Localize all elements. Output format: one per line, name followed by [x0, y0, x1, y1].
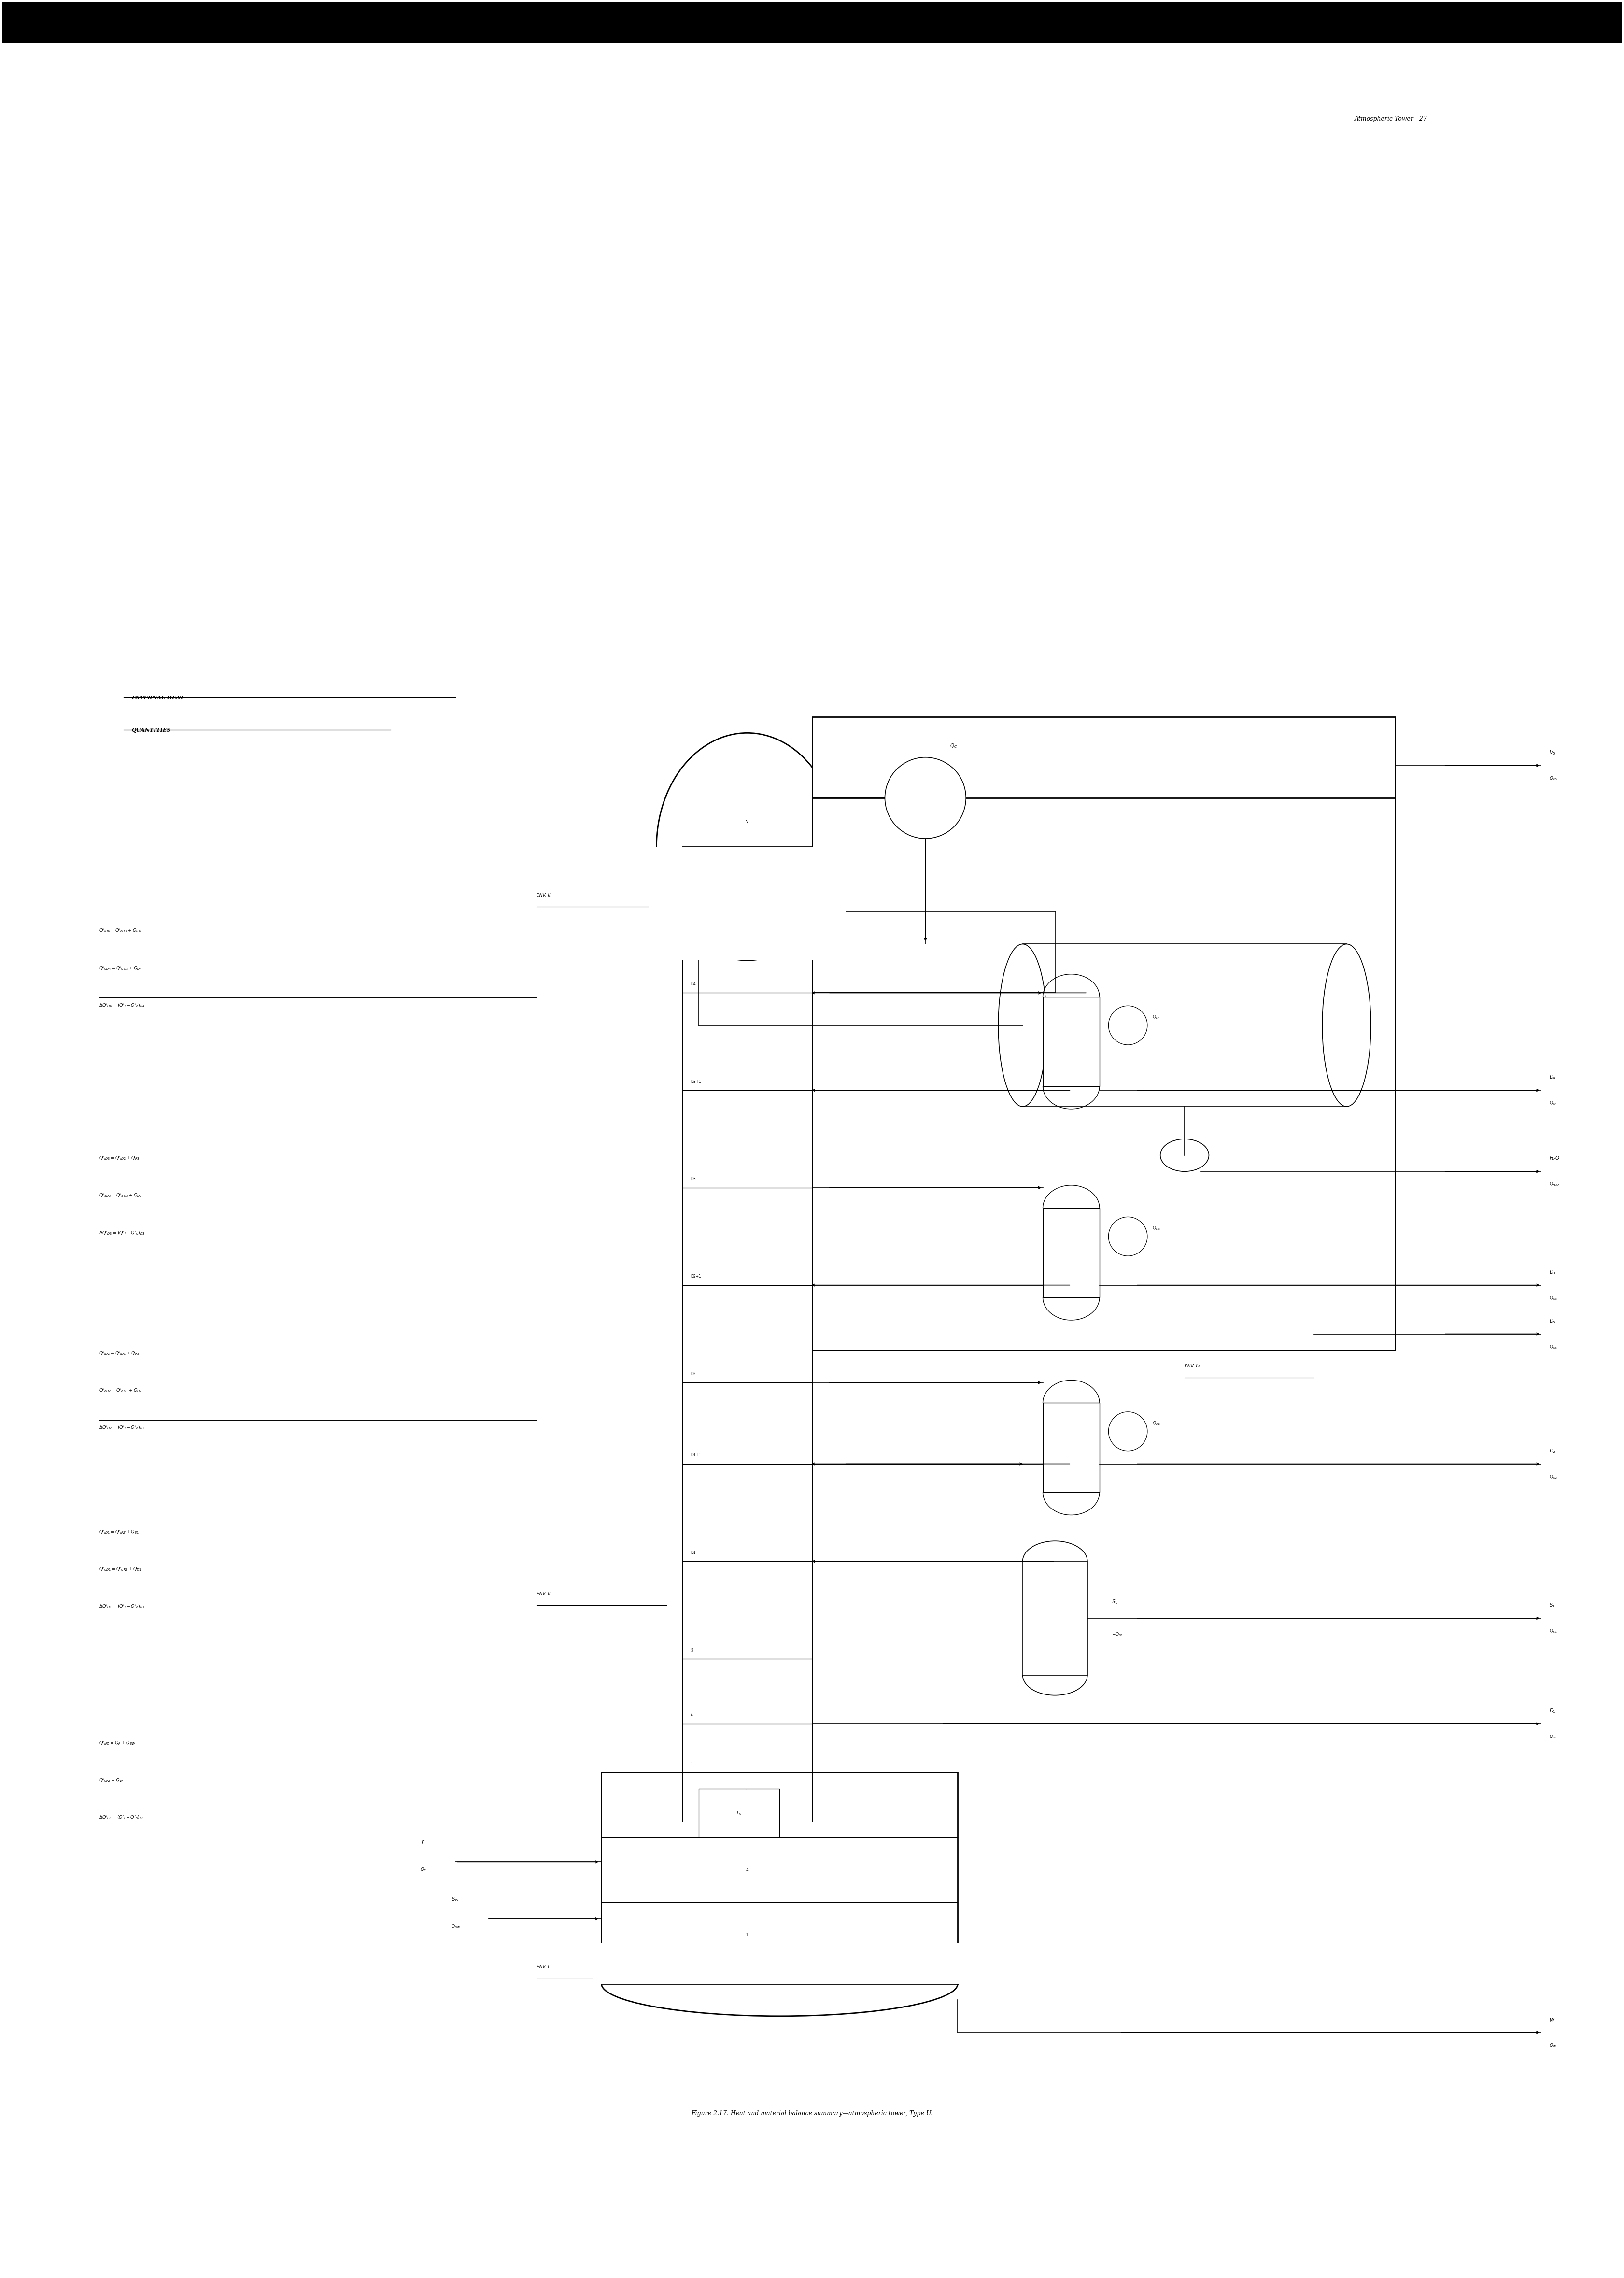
Circle shape [1109, 1007, 1147, 1046]
Text: $Q'_{iD4}=Q'_{oD3}+Q_{R4}$: $Q'_{iD4}=Q'_{oD3}+Q_{R4}$ [99, 927, 141, 934]
Text: $Q'_{iD1}=Q'_{iFZ}+Q_{S1}$: $Q'_{iD1}=Q'_{iFZ}+Q_{S1}$ [99, 1529, 140, 1535]
Text: 5: 5 [690, 1647, 693, 1652]
Text: Atmospheric Tower   27: Atmospheric Tower 27 [1354, 116, 1427, 123]
Ellipse shape [656, 734, 838, 961]
Text: ENV. I: ENV. I [536, 1966, 549, 1970]
Bar [1043, 1403, 1099, 1492]
Text: D1: D1 [690, 1551, 695, 1556]
Text: $Q_{S1}$: $Q_{S1}$ [1549, 1629, 1557, 1633]
Text: 4: 4 [690, 1713, 693, 1718]
Text: $Q_W$: $Q_W$ [1549, 2043, 1557, 2048]
Text: D2+1: D2+1 [690, 1273, 702, 1278]
Text: $Q_F$: $Q_F$ [421, 1868, 427, 1873]
Text: $\Delta Q'_{D1}=(Q'_i-Q'_o)_{D1}$: $\Delta Q'_{D1}=(Q'_i-Q'_o)_{D1}$ [99, 1604, 145, 1611]
Text: ENV. IV: ENV. IV [1184, 1365, 1200, 1369]
Text: $Q_{V5}$: $Q_{V5}$ [1549, 775, 1557, 781]
Text: $Q'_{oD2}=Q'_{oD1}+Q_{D2}$: $Q'_{oD2}=Q'_{oD1}+Q_{D2}$ [99, 1387, 143, 1394]
Text: 4: 4 [745, 1868, 749, 1873]
Bar [1043, 1207, 1099, 1298]
Text: $D_2$: $D_2$ [1549, 1447, 1556, 1453]
Bar [601, 1772, 958, 1984]
Text: $Q'_{oD4}=Q'_{oD3}+Q_{D4}$: $Q'_{oD4}=Q'_{oD3}+Q_{D4}$ [99, 966, 143, 970]
Text: 1: 1 [745, 1932, 749, 1936]
Text: $D_5$: $D_5$ [1549, 1317, 1556, 1324]
Text: ENV. III: ENV. III [536, 893, 552, 898]
Bar [682, 847, 812, 1820]
Text: $D_4$: $D_4$ [1549, 1073, 1556, 1080]
Text: $Q_{D1}$: $Q_{D1}$ [1549, 1734, 1557, 1740]
Text: $D_1$: $D_1$ [1549, 1708, 1556, 1713]
Text: $Q_{R3}$: $Q_{R3}$ [1151, 1226, 1161, 1232]
Circle shape [885, 756, 966, 838]
Text: $Q_{D4}$: $Q_{D4}$ [1549, 1100, 1557, 1107]
Bar [2, 2, 1622, 43]
Text: $D_3$: $D_3$ [1549, 1269, 1556, 1276]
Text: $-Q_{S1}$: $-Q_{S1}$ [1112, 1631, 1124, 1638]
Text: $Q_C$: $Q_C$ [950, 743, 957, 749]
Bar [698, 1788, 780, 1838]
Text: $Q'_{iD2}=Q'_{iD1}+Q_{R2}$: $Q'_{iD2}=Q'_{iD1}+Q_{R2}$ [99, 1351, 140, 1355]
Ellipse shape [1160, 1139, 1208, 1171]
Text: $Q'_{oD1}=Q'_{oFZ}+Q_{D1}$: $Q'_{oD1}=Q'_{oFZ}+Q_{D1}$ [99, 1567, 141, 1572]
Text: $H_2O$: $H_2O$ [1549, 1155, 1561, 1162]
Text: N: N [745, 820, 749, 825]
Text: $S_W$: $S_W$ [451, 1895, 460, 1902]
Text: $\Delta Q'_{D4}=(Q'_i-Q'_o)_{D4}$: $\Delta Q'_{D4}=(Q'_i-Q'_o)_{D4}$ [99, 1002, 145, 1009]
Text: $Q_{H_2O}$: $Q_{H_2O}$ [1549, 1182, 1559, 1187]
Text: $S_1$: $S_1$ [1549, 1601, 1556, 1608]
Bar [593, 1943, 966, 1984]
Text: $\Delta Q'_{D2}=(Q'_i-Q'_o)_{D2}$: $\Delta Q'_{D2}=(Q'_i-Q'_o)_{D2}$ [99, 1424, 145, 1431]
Text: $Q_{R2}$: $Q_{R2}$ [1151, 1419, 1160, 1426]
Text: $F$: $F$ [421, 1838, 425, 1845]
Text: $Q'_{iFZ}=Q_F+Q_{SW}$: $Q'_{iFZ}=Q_F+Q_{SW}$ [99, 1740, 136, 1745]
Text: D1+1: D1+1 [690, 1453, 702, 1458]
Text: QUANTITIES: QUANTITIES [132, 727, 171, 734]
Text: $\Delta Q'_{FZ}=(Q'_i-Q'_o)_{FZ}$: $\Delta Q'_{FZ}=(Q'_i-Q'_o)_{FZ}$ [99, 1816, 145, 1820]
Bar [648, 847, 846, 961]
Text: $\Delta Q'_{D3}=(Q'_i-Q'_o)_{D3}$: $\Delta Q'_{D3}=(Q'_i-Q'_o)_{D3}$ [99, 1230, 145, 1237]
Ellipse shape [999, 943, 1047, 1107]
Text: $Q'_{oFZ}=Q_W$: $Q'_{oFZ}=Q_W$ [99, 1777, 123, 1784]
Text: D4+1: D4+1 [820, 900, 830, 904]
Text: $V_5$: $V_5$ [1549, 749, 1556, 756]
Text: $Q'_{iD3}=Q'_{iD2}+Q_{R3}$: $Q'_{iD3}=Q'_{iD2}+Q_{R3}$ [99, 1155, 140, 1162]
Text: D3+1: D3+1 [690, 1080, 702, 1084]
Text: 5: 5 [745, 1786, 749, 1791]
Text: $Q_{SW}$: $Q_{SW}$ [451, 1923, 460, 1929]
Text: $Q_{D2}$: $Q_{D2}$ [1549, 1474, 1557, 1481]
Text: ENV. II: ENV. II [536, 1592, 551, 1597]
Bar [812, 718, 1395, 1351]
Text: EXTERNAL HEAT: EXTERNAL HEAT [132, 695, 184, 699]
Text: $S_1$: $S_1$ [1112, 1599, 1117, 1606]
Text: $Q_{R4}$: $Q_{R4}$ [1151, 1014, 1161, 1021]
Text: D4+1: D4+1 [690, 900, 702, 904]
Text: $L_0$: $L_0$ [737, 1811, 742, 1816]
Text: $Q_{D5}$: $Q_{D5}$ [1549, 1344, 1557, 1351]
Bar [1043, 998, 1099, 1087]
Text: 1: 1 [690, 1761, 693, 1765]
Text: Figure 2.17. Heat and material balance summary—atmospheric tower, Type U.: Figure 2.17. Heat and material balance s… [692, 2109, 932, 2116]
Text: D3: D3 [690, 1178, 695, 1182]
Text: D4: D4 [690, 982, 695, 986]
Text: $Q_{D3}$: $Q_{D3}$ [1549, 1296, 1557, 1301]
Text: $W$: $W$ [1549, 2016, 1556, 2023]
Bar [1023, 943, 1346, 1107]
Text: $Q'_{oD3}=Q'_{oD2}+Q_{D3}$: $Q'_{oD3}=Q'_{oD2}+Q_{D3}$ [99, 1194, 143, 1198]
Ellipse shape [1322, 943, 1371, 1107]
Circle shape [1109, 1216, 1147, 1255]
Circle shape [1109, 1412, 1147, 1451]
Ellipse shape [601, 1952, 958, 2016]
Text: D2: D2 [690, 1371, 695, 1376]
Bar [1023, 1560, 1088, 1674]
